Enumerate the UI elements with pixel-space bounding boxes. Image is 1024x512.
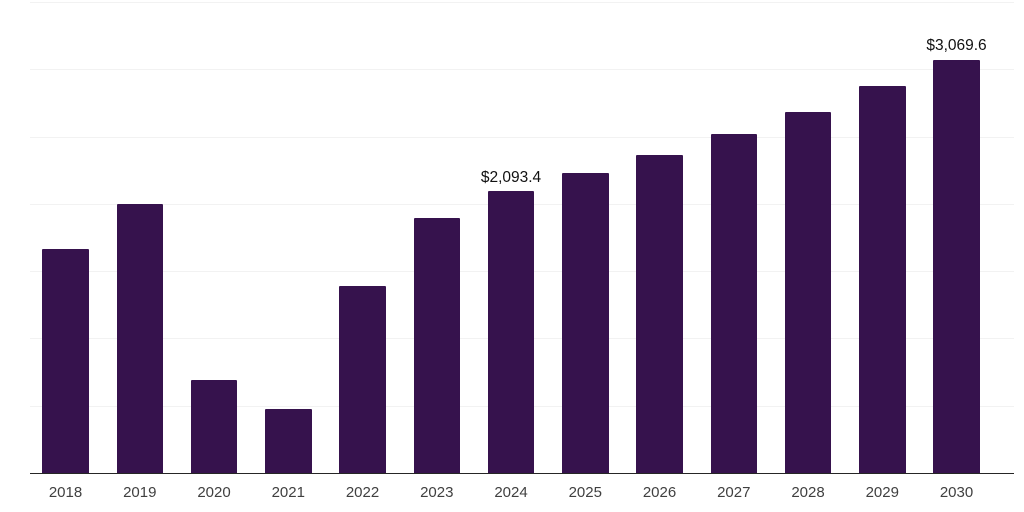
bar-2019	[116, 204, 163, 473]
x-tick-2021: 2021	[271, 484, 305, 501]
x-tick-2030: 2030	[939, 484, 974, 501]
x-tick-2028: 2028	[791, 484, 825, 501]
bar-2018	[42, 249, 89, 473]
bar-2029	[859, 86, 906, 473]
bar-2023	[413, 218, 460, 473]
data-label-2030: $3,069.6	[926, 37, 987, 55]
x-tick-2018: 2018	[48, 484, 83, 501]
bar-2025	[562, 173, 609, 473]
bar-2020	[190, 379, 238, 473]
bar-2022	[339, 285, 386, 473]
x-tick-2029: 2029	[865, 484, 899, 501]
x-axis-labels: 2018 2019 2020 2021 2022 2023 2024 2025 2026 2027…	[30, 484, 1014, 508]
plot-area: $2,093.4 $3,069.6	[30, 2, 1014, 474]
data-label-2024: $2,093.4	[480, 168, 542, 186]
bar-2026	[636, 155, 683, 473]
bar-2021	[265, 408, 312, 473]
bar-2027	[710, 134, 757, 473]
bar-2030	[933, 59, 980, 473]
x-tick-2025: 2025	[568, 484, 602, 501]
x-tick-2022: 2022	[345, 484, 380, 501]
x-tick-2023: 2023	[420, 484, 454, 501]
bar-2024	[487, 191, 535, 473]
x-tick-2020: 2020	[197, 484, 231, 501]
gridline-2500	[30, 136, 1014, 138]
x-axis-line	[30, 472, 1014, 474]
x-tick-2027: 2027	[717, 484, 751, 501]
x-tick-2024: 2024	[494, 484, 528, 501]
bars: $2,093.4 $3,069.6	[30, 2, 1014, 473]
gridline-3000	[30, 69, 1014, 71]
gridline-3500	[30, 2, 1014, 3]
bar-2028	[784, 111, 832, 473]
x-tick-2019: 2019	[123, 484, 157, 501]
x-tick-2026: 2026	[642, 484, 677, 501]
